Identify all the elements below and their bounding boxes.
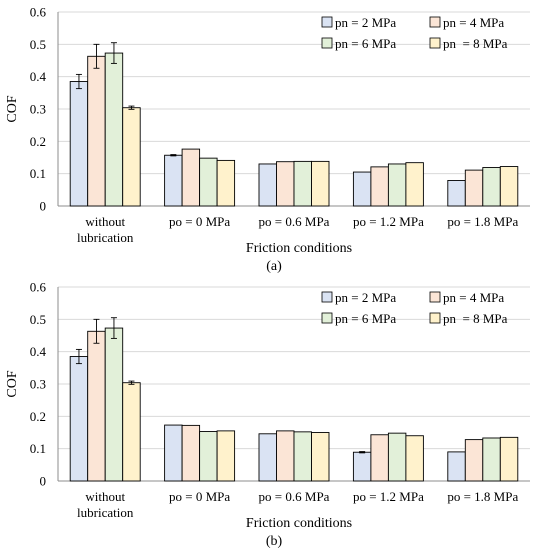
bar: [104, 327, 124, 482]
y-tick-label: 0.6: [30, 5, 47, 20]
bar: [352, 451, 372, 482]
legend-swatch: [429, 291, 441, 303]
y-axis-title: COF: [5, 95, 20, 122]
legend-label: pn = 4 MPa: [443, 15, 504, 30]
bar: [164, 154, 183, 207]
x-tick-label: without: [85, 489, 125, 504]
x-tick-label: po = 0.6 MPa: [259, 489, 330, 504]
bar: [181, 424, 201, 482]
legend-label: pn = 6 MPa: [335, 311, 396, 326]
x-tick-label: po = 0 MPa: [169, 489, 230, 504]
bar: [104, 52, 124, 207]
x-tick-label: po = 0.6 MPa: [259, 214, 330, 229]
legend-label: pn = 6 MPa: [335, 36, 396, 51]
bar: [216, 430, 236, 482]
bar: [387, 432, 407, 482]
bar: [69, 81, 89, 207]
bar: [258, 163, 277, 207]
x-tick-label: po = 0 MPa: [169, 214, 230, 229]
legend-label: pn = 4 MPa: [443, 290, 504, 305]
x-tick-label: without: [85, 214, 125, 229]
bar: [352, 171, 372, 207]
bar: [258, 433, 277, 482]
bar: [499, 436, 519, 482]
y-tick-label: 0.1: [30, 166, 46, 181]
bar: [164, 424, 183, 482]
legend-swatch: [429, 312, 441, 324]
bar: [122, 382, 141, 482]
bar: [181, 148, 201, 207]
bar: [482, 167, 501, 207]
bar: [276, 430, 295, 482]
bar: [447, 180, 466, 207]
bar: [293, 431, 312, 482]
bar: [122, 107, 141, 207]
y-tick-label: 0: [40, 474, 47, 489]
y-tick-label: 0.1: [30, 441, 46, 456]
legend-swatch: [321, 312, 333, 324]
y-tick-label: 0.5: [30, 37, 46, 52]
legend-swatch: [429, 37, 441, 49]
bar: [293, 160, 312, 207]
bar: [464, 169, 484, 207]
bar: [499, 166, 519, 207]
bar: [199, 157, 218, 207]
bar: [199, 431, 218, 482]
y-tick-label: 0.2: [30, 134, 46, 149]
y-tick-label: 0.4: [30, 69, 47, 84]
bar: [370, 434, 389, 482]
legend-swatch: [429, 16, 441, 28]
y-axis-title: COF: [5, 370, 20, 397]
legend-swatch: [321, 37, 333, 49]
y-tick-label: 0.5: [30, 312, 46, 327]
legend-swatch: [321, 16, 333, 28]
y-tick-label: 0.4: [30, 344, 47, 359]
x-tick-label: po = 1.8 MPa: [447, 214, 518, 229]
y-tick-label: 0.2: [30, 409, 46, 424]
x-tick-label: lubrication: [77, 230, 134, 245]
legend-label: pn = 8 MPa: [443, 311, 508, 326]
legend-label: pn = 8 MPa: [443, 36, 508, 51]
bar: [276, 161, 295, 207]
x-tick-label: po = 1.2 MPa: [353, 214, 424, 229]
bar: [482, 437, 501, 482]
x-tick-label: lubrication: [77, 505, 134, 520]
y-tick-label: 0.6: [30, 280, 47, 295]
bar: [87, 330, 106, 482]
bar: [216, 159, 236, 207]
bar: [311, 432, 330, 482]
bar: [87, 55, 106, 207]
bar: [464, 439, 484, 482]
y-tick-label: 0: [40, 199, 47, 214]
bar: [69, 356, 89, 482]
panel-label: (b): [266, 534, 283, 549]
legend-label: pn = 2 MPa: [335, 290, 396, 305]
x-tick-label: po = 1.8 MPa: [447, 489, 518, 504]
bar: [447, 451, 466, 482]
legend-label: pn = 2 MPa: [335, 15, 396, 30]
y-tick-label: 0.3: [30, 377, 46, 392]
y-tick-label: 0.3: [30, 102, 46, 117]
bar: [311, 160, 330, 207]
x-tick-label: po = 1.2 MPa: [353, 489, 424, 504]
panel-label: (a): [266, 259, 282, 274]
bar: [405, 162, 424, 207]
x-axis-title: Friction conditions: [246, 241, 352, 256]
bar: [370, 166, 389, 207]
bar: [405, 435, 424, 482]
bar: [387, 163, 407, 207]
x-axis-title: Friction conditions: [246, 516, 352, 531]
legend-swatch: [321, 291, 333, 303]
